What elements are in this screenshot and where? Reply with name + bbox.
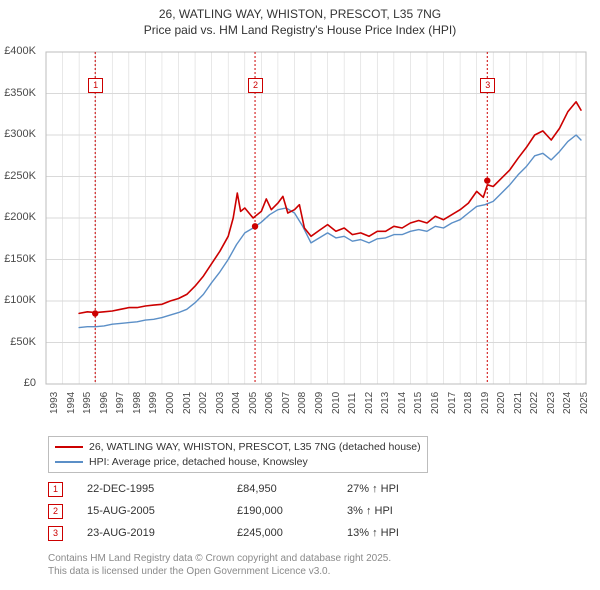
y-tick-label: £0 bbox=[0, 377, 36, 389]
y-tick-label: £400K bbox=[0, 45, 36, 57]
x-tick-label: 1999 bbox=[148, 392, 159, 414]
x-tick-label: 1995 bbox=[82, 392, 93, 414]
x-tick-label: 2006 bbox=[264, 392, 275, 414]
y-tick-label: £200K bbox=[0, 211, 36, 223]
x-tick-label: 2009 bbox=[314, 392, 325, 414]
attribution-line1: Contains HM Land Registry data © Crown c… bbox=[48, 552, 391, 565]
sale-price: £245,000 bbox=[237, 527, 347, 539]
x-tick-label: 2005 bbox=[248, 392, 259, 414]
sale-price: £84,950 bbox=[237, 483, 347, 495]
x-tick-label: 2025 bbox=[579, 392, 590, 414]
title-subtitle: Price paid vs. HM Land Registry's House … bbox=[0, 22, 600, 38]
sale-pct: 27% ↑ HPI bbox=[347, 483, 457, 495]
table-row: 3 23-AUG-2019 £245,000 13% ↑ HPI bbox=[48, 522, 457, 544]
x-tick-label: 2011 bbox=[347, 392, 358, 414]
x-tick-label: 2007 bbox=[281, 392, 292, 414]
chart-marker-badge: 1 bbox=[88, 78, 103, 93]
chart-title: 26, WATLING WAY, WHISTON, PRESCOT, L35 7… bbox=[0, 0, 600, 38]
x-tick-label: 2022 bbox=[529, 392, 540, 414]
x-tick-label: 2000 bbox=[165, 392, 176, 414]
x-tick-label: 2012 bbox=[364, 392, 375, 414]
y-tick-label: £50K bbox=[0, 336, 36, 348]
attribution: Contains HM Land Registry data © Crown c… bbox=[48, 552, 391, 578]
attribution-line2: This data is licensed under the Open Gov… bbox=[48, 565, 391, 578]
x-tick-label: 2018 bbox=[463, 392, 474, 414]
x-tick-label: 2015 bbox=[413, 392, 424, 414]
sale-pct: 3% ↑ HPI bbox=[347, 505, 457, 517]
chart-marker-badge: 3 bbox=[480, 78, 495, 93]
chart-area: £0£50K£100K£150K£200K£250K£300K£350K£400… bbox=[40, 48, 590, 428]
x-tick-label: 1994 bbox=[66, 392, 77, 414]
marker-badge: 1 bbox=[48, 482, 63, 497]
sale-price: £190,000 bbox=[237, 505, 347, 517]
x-tick-label: 2024 bbox=[562, 392, 573, 414]
x-tick-label: 2001 bbox=[182, 392, 193, 414]
x-tick-label: 2016 bbox=[430, 392, 441, 414]
y-tick-label: £100K bbox=[0, 294, 36, 306]
x-tick-label: 2003 bbox=[215, 392, 226, 414]
legend-row: 26, WATLING WAY, WHISTON, PRESCOT, L35 7… bbox=[55, 440, 421, 455]
sale-date: 15-AUG-2005 bbox=[87, 505, 237, 517]
x-tick-label: 2020 bbox=[496, 392, 507, 414]
x-tick-label: 1993 bbox=[49, 392, 60, 414]
x-tick-label: 2017 bbox=[447, 392, 458, 414]
y-tick-label: £300K bbox=[0, 128, 36, 140]
x-tick-label: 1998 bbox=[132, 392, 143, 414]
page-root: 26, WATLING WAY, WHISTON, PRESCOT, L35 7… bbox=[0, 0, 600, 590]
legend-row: HPI: Average price, detached house, Know… bbox=[55, 455, 421, 470]
sales-table: 1 22-DEC-1995 £84,950 27% ↑ HPI 2 15-AUG… bbox=[48, 478, 457, 544]
legend-label: 26, WATLING WAY, WHISTON, PRESCOT, L35 7… bbox=[89, 440, 421, 455]
x-tick-label: 2021 bbox=[513, 392, 524, 414]
legend-label: HPI: Average price, detached house, Know… bbox=[89, 455, 308, 470]
marker-badge: 3 bbox=[48, 526, 63, 541]
x-tick-label: 2023 bbox=[546, 392, 557, 414]
legend-box: 26, WATLING WAY, WHISTON, PRESCOT, L35 7… bbox=[48, 436, 428, 473]
marker-badge: 2 bbox=[48, 504, 63, 519]
y-tick-label: £350K bbox=[0, 87, 36, 99]
sale-date: 23-AUG-2019 bbox=[87, 527, 237, 539]
chart-marker-badge: 2 bbox=[248, 78, 263, 93]
y-tick-label: £150K bbox=[0, 253, 36, 265]
sale-pct: 13% ↑ HPI bbox=[347, 527, 457, 539]
legend-swatch bbox=[55, 461, 83, 463]
legend-swatch bbox=[55, 446, 83, 448]
title-address: 26, WATLING WAY, WHISTON, PRESCOT, L35 7… bbox=[0, 6, 600, 22]
table-row: 2 15-AUG-2005 £190,000 3% ↑ HPI bbox=[48, 500, 457, 522]
x-tick-label: 2014 bbox=[397, 392, 408, 414]
x-tick-label: 2004 bbox=[231, 392, 242, 414]
x-tick-label: 2010 bbox=[331, 392, 342, 414]
y-tick-label: £250K bbox=[0, 170, 36, 182]
x-tick-label: 2008 bbox=[297, 392, 308, 414]
x-tick-label: 2019 bbox=[480, 392, 491, 414]
x-tick-label: 2013 bbox=[380, 392, 391, 414]
x-tick-label: 2002 bbox=[198, 392, 209, 414]
chart-svg bbox=[40, 48, 590, 388]
sale-date: 22-DEC-1995 bbox=[87, 483, 237, 495]
x-tick-label: 1996 bbox=[99, 392, 110, 414]
x-tick-label: 1997 bbox=[115, 392, 126, 414]
table-row: 1 22-DEC-1995 £84,950 27% ↑ HPI bbox=[48, 478, 457, 500]
